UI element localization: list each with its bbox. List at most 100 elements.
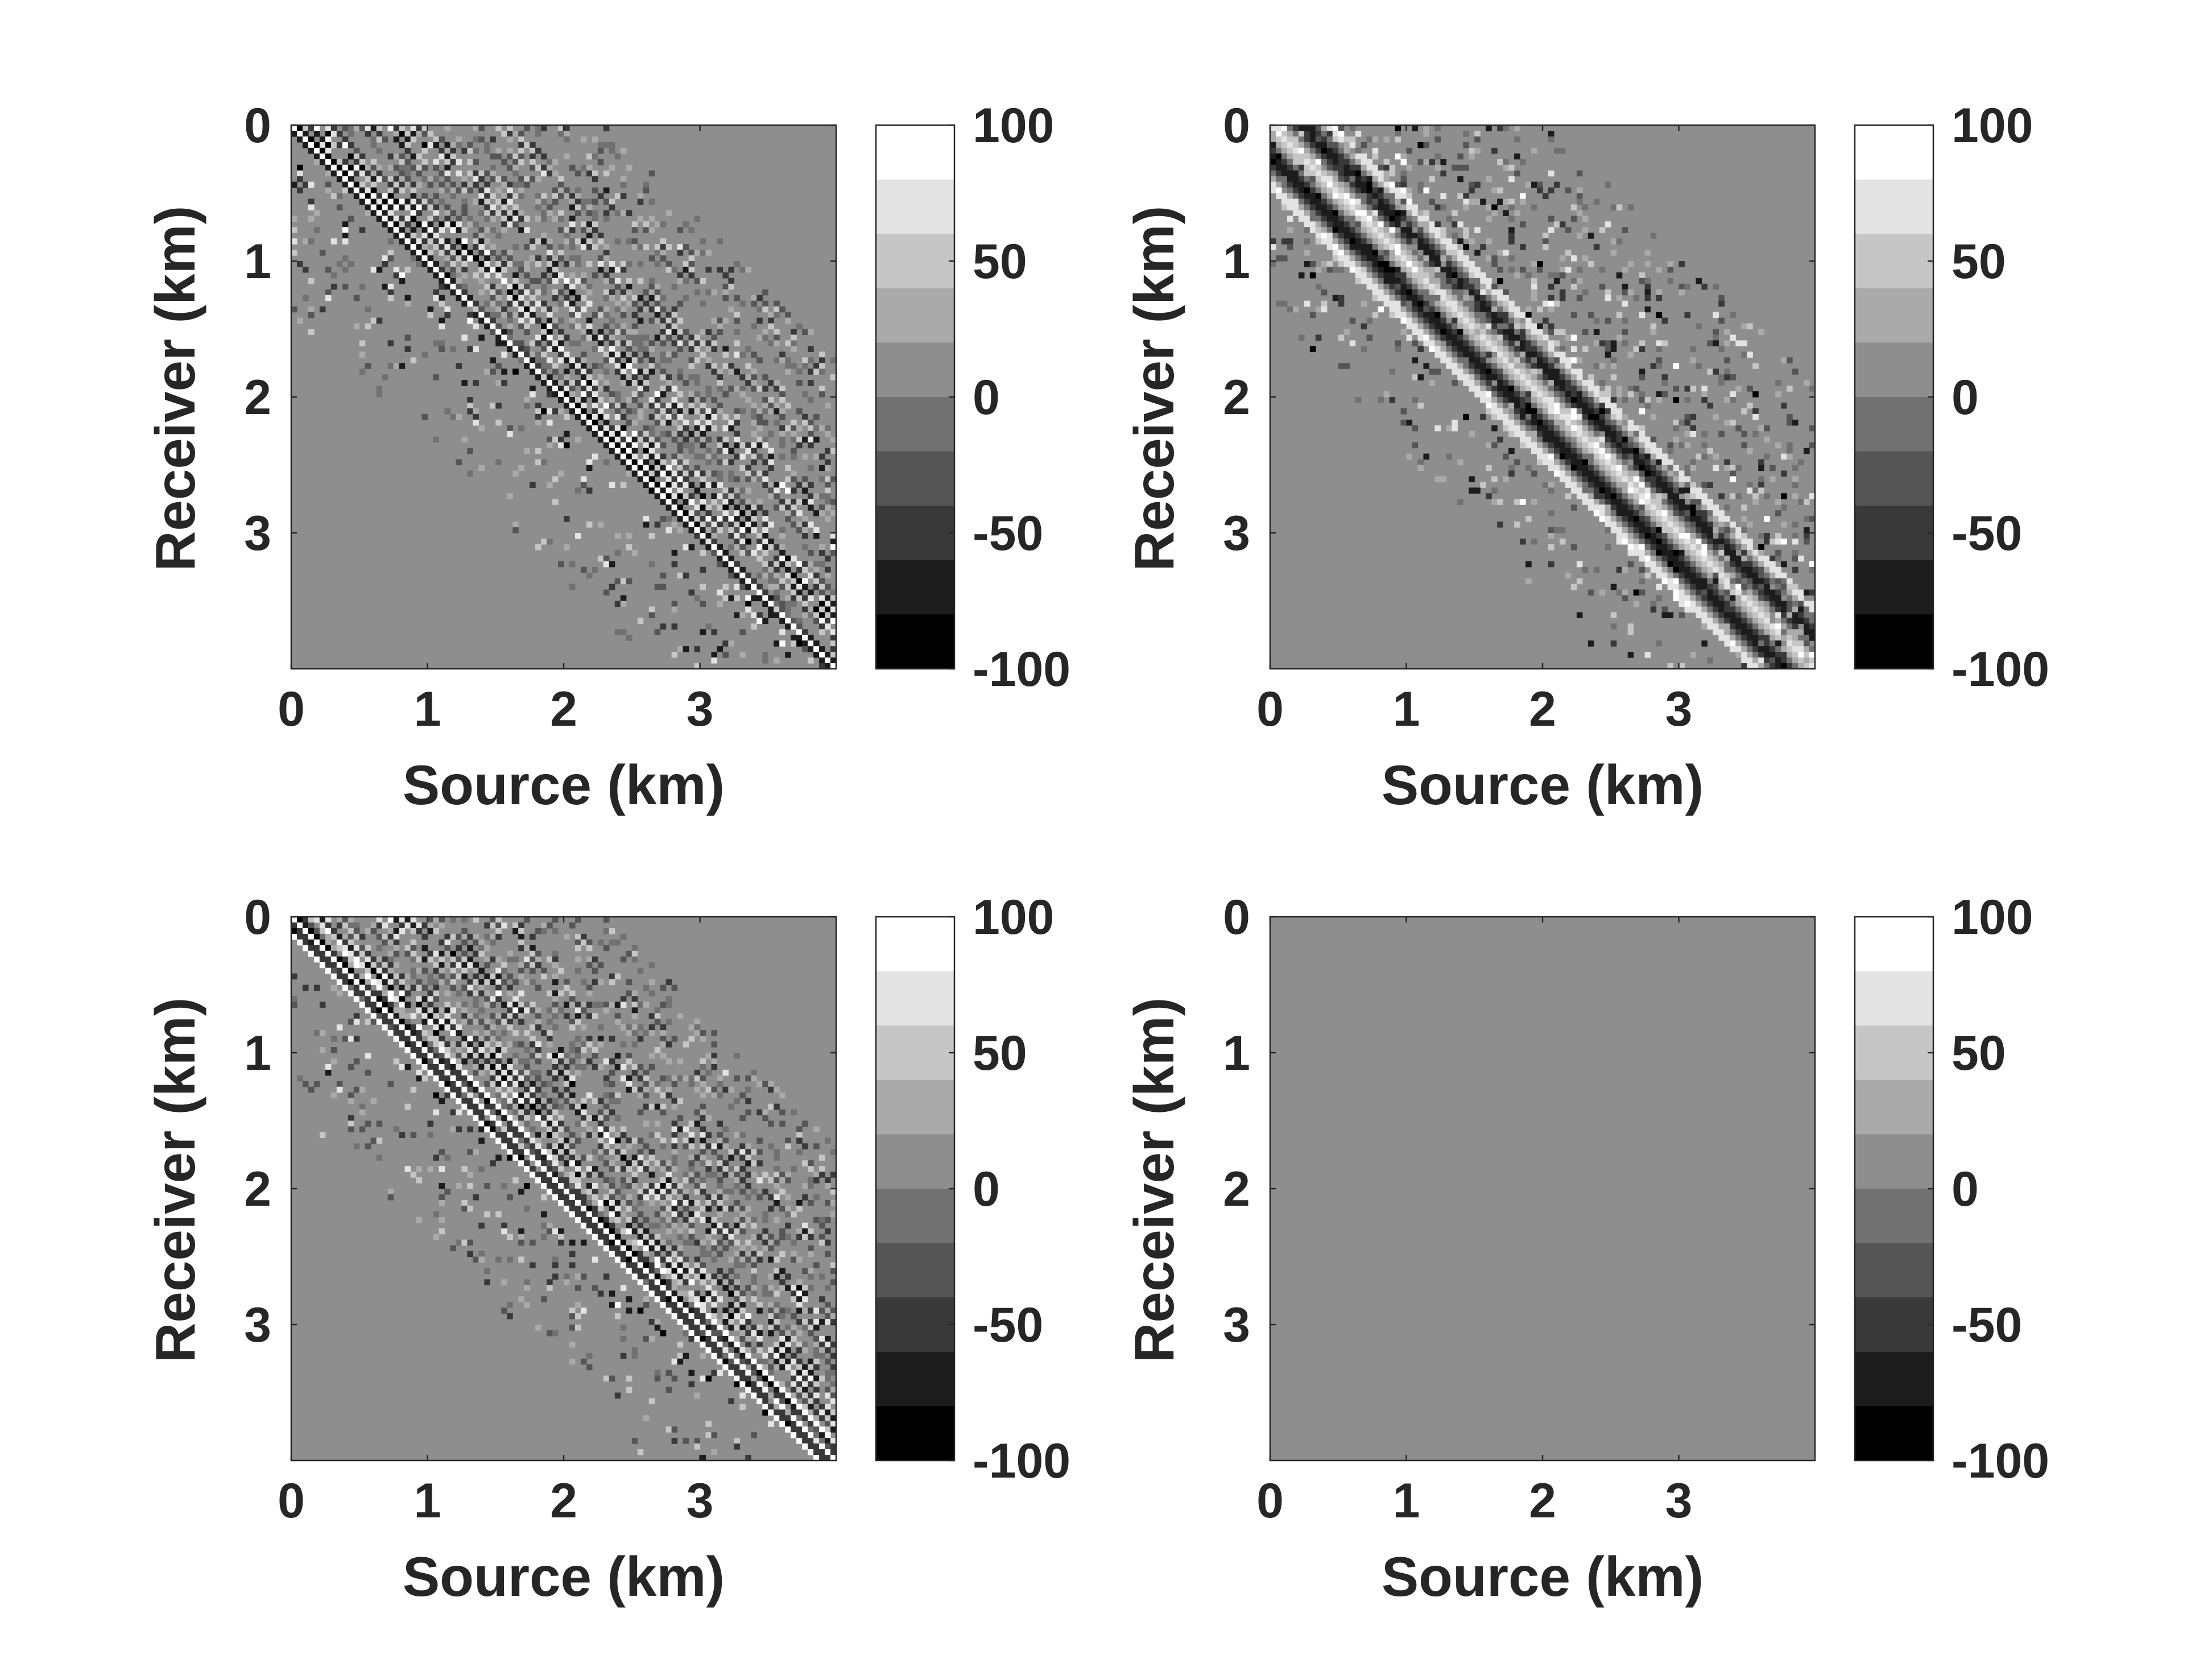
heatmap-cell xyxy=(552,436,559,443)
heatmap-cell xyxy=(484,261,490,267)
heatmap-cell xyxy=(1400,227,1407,233)
heatmap-cell xyxy=(728,527,734,533)
heatmap-cell xyxy=(1292,125,1299,131)
heatmap-cell xyxy=(1543,386,1549,392)
heatmap-cell xyxy=(1326,164,1333,171)
heatmap-cell xyxy=(1497,329,1503,336)
heatmap-cell xyxy=(637,431,644,437)
heatmap-cell xyxy=(1361,142,1367,148)
heatmap-cell xyxy=(648,198,655,205)
heatmap-cell xyxy=(558,255,564,262)
heatmap-cell xyxy=(421,159,428,166)
heatmap-cell xyxy=(439,295,445,301)
heatmap-cell xyxy=(603,561,610,568)
heatmap-cell xyxy=(1713,283,1719,290)
heatmap-cell xyxy=(1474,369,1481,375)
heatmap-cell xyxy=(609,295,615,301)
heatmap-cell xyxy=(677,493,684,499)
heatmap-cell xyxy=(1804,618,1810,624)
heatmap-cell xyxy=(450,221,456,227)
heatmap-cell xyxy=(791,425,797,432)
heatmap-cell xyxy=(648,289,655,296)
heatmap-cell xyxy=(1486,442,1492,449)
heatmap-cell xyxy=(404,130,411,137)
heatmap-cell xyxy=(387,210,394,216)
heatmap-cell xyxy=(501,216,507,222)
heatmap-cell xyxy=(1292,306,1299,313)
heatmap-cell xyxy=(717,402,723,409)
heatmap-cell xyxy=(336,142,343,148)
heatmap-cell xyxy=(1548,374,1554,380)
heatmap-cell xyxy=(688,363,695,369)
heatmap-cell xyxy=(683,459,689,466)
heatmap-cell xyxy=(1593,317,1600,324)
heatmap-cell xyxy=(671,482,678,488)
heatmap-cell xyxy=(1343,329,1350,336)
heatmap-cell xyxy=(700,425,706,432)
heatmap-cell xyxy=(609,425,615,432)
heatmap-cell xyxy=(1349,233,1356,239)
heatmap-cell xyxy=(410,153,417,160)
heatmap-cell xyxy=(1605,317,1611,324)
heatmap-cell xyxy=(387,153,394,160)
heatmap-cell xyxy=(677,504,684,511)
heatmap-cell xyxy=(1383,255,1390,262)
heatmap-cell xyxy=(501,181,507,188)
heatmap-cell xyxy=(507,153,513,160)
heatmap-cell xyxy=(1747,584,1753,590)
heatmap-cell xyxy=(1741,431,1747,437)
heatmap-cell xyxy=(762,566,768,573)
heatmap-cell xyxy=(1412,312,1419,318)
heatmap-cell xyxy=(1389,198,1396,205)
heatmap-cell xyxy=(490,210,496,216)
heatmap-cell xyxy=(1366,227,1373,233)
heatmap-cell xyxy=(1520,351,1526,358)
heatmap-cell xyxy=(564,300,570,307)
heatmap-cell xyxy=(654,493,661,499)
heatmap-cell xyxy=(558,436,564,443)
heatmap-cell xyxy=(302,295,309,301)
heatmap-cell xyxy=(1684,283,1691,290)
heatmap-cell xyxy=(1644,572,1651,579)
heatmap-cell xyxy=(507,346,513,352)
heatmap-cell xyxy=(359,227,366,233)
heatmap-cell xyxy=(1321,142,1328,148)
heatmap-cell xyxy=(586,204,593,210)
heatmap-cell xyxy=(711,629,718,635)
heatmap-cell xyxy=(660,323,667,330)
heatmap-cell xyxy=(1452,312,1458,318)
heatmap-cell xyxy=(1480,323,1486,330)
heatmap-cell xyxy=(1525,346,1532,352)
heatmap-cell xyxy=(1587,453,1594,460)
heatmap-cell xyxy=(751,448,757,454)
heatmap-cell xyxy=(574,198,581,205)
heatmap-cell xyxy=(626,238,632,245)
heatmap-cell xyxy=(1292,198,1299,205)
heatmap-cell xyxy=(1548,413,1554,420)
heatmap-cell xyxy=(1457,459,1463,466)
heatmap-cell xyxy=(1690,413,1697,420)
heatmap-cell xyxy=(1361,266,1367,273)
heatmap-cell xyxy=(734,612,740,618)
heatmap-cell xyxy=(1627,425,1634,432)
heatmap-cell xyxy=(524,227,530,233)
heatmap-cell xyxy=(530,306,536,313)
heatmap-cell xyxy=(1747,623,1753,630)
heatmap-cell xyxy=(688,499,695,505)
heatmap-cell xyxy=(1400,221,1407,227)
heatmap-cell xyxy=(648,470,655,477)
heatmap-cell xyxy=(1639,448,1645,454)
heatmap-cell xyxy=(1565,391,1572,398)
heatmap-cell xyxy=(1605,522,1611,528)
heatmap-cell xyxy=(1372,261,1379,267)
heatmap-cell xyxy=(620,181,627,188)
heatmap-cell xyxy=(1781,504,1787,511)
heatmap-cell xyxy=(1412,283,1419,290)
heatmap-cell xyxy=(1298,130,1305,137)
heatmap-cell xyxy=(1730,572,1736,579)
heatmap-cell xyxy=(1593,459,1600,466)
heatmap-cell xyxy=(1469,363,1475,369)
heatmap-cell xyxy=(1480,283,1486,290)
heatmap-cell xyxy=(1537,448,1543,454)
heatmap-cell xyxy=(1701,442,1707,449)
